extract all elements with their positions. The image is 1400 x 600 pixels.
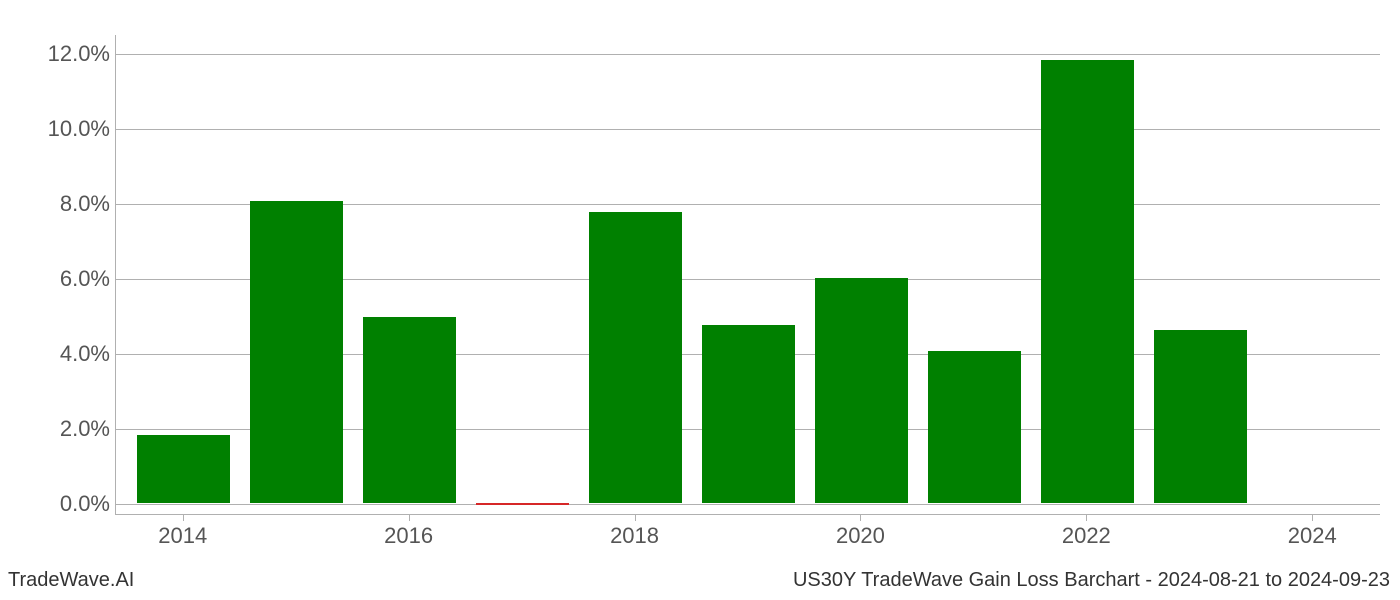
gridline: [116, 129, 1380, 130]
y-tick-label: 0.0%: [60, 491, 110, 517]
x-tick-mark: [860, 515, 861, 521]
bar: [928, 351, 1021, 503]
x-tick-mark: [183, 515, 184, 521]
y-tick-label: 10.0%: [48, 116, 110, 142]
x-tick-label: 2022: [1062, 523, 1111, 549]
y-tick-label: 4.0%: [60, 341, 110, 367]
bar: [250, 201, 343, 503]
x-tick-label: 2014: [158, 523, 207, 549]
footer-caption: US30Y TradeWave Gain Loss Barchart - 202…: [793, 569, 1390, 592]
bar: [702, 325, 795, 503]
gridline: [116, 504, 1380, 505]
x-tick-mark: [635, 515, 636, 521]
x-tick-mark: [1312, 515, 1313, 521]
bar: [363, 317, 456, 503]
x-tick-mark: [1086, 515, 1087, 521]
gridline: [116, 54, 1380, 55]
bar: [137, 435, 230, 503]
bar: [589, 212, 682, 503]
y-tick-label: 2.0%: [60, 416, 110, 442]
x-tick-label: 2020: [836, 523, 885, 549]
x-tick-label: 2016: [384, 523, 433, 549]
chart-plot-area: [115, 35, 1380, 515]
y-tick-label: 12.0%: [48, 41, 110, 67]
x-tick-mark: [409, 515, 410, 521]
bar: [476, 503, 569, 505]
bar: [1041, 60, 1134, 503]
x-tick-label: 2018: [610, 523, 659, 549]
y-tick-label: 8.0%: [60, 191, 110, 217]
bars-layer: [116, 35, 1380, 514]
y-tick-label: 6.0%: [60, 266, 110, 292]
footer-brand: TradeWave.AI: [8, 569, 134, 592]
bar: [815, 278, 908, 503]
x-tick-label: 2024: [1288, 523, 1337, 549]
bar: [1154, 330, 1247, 503]
